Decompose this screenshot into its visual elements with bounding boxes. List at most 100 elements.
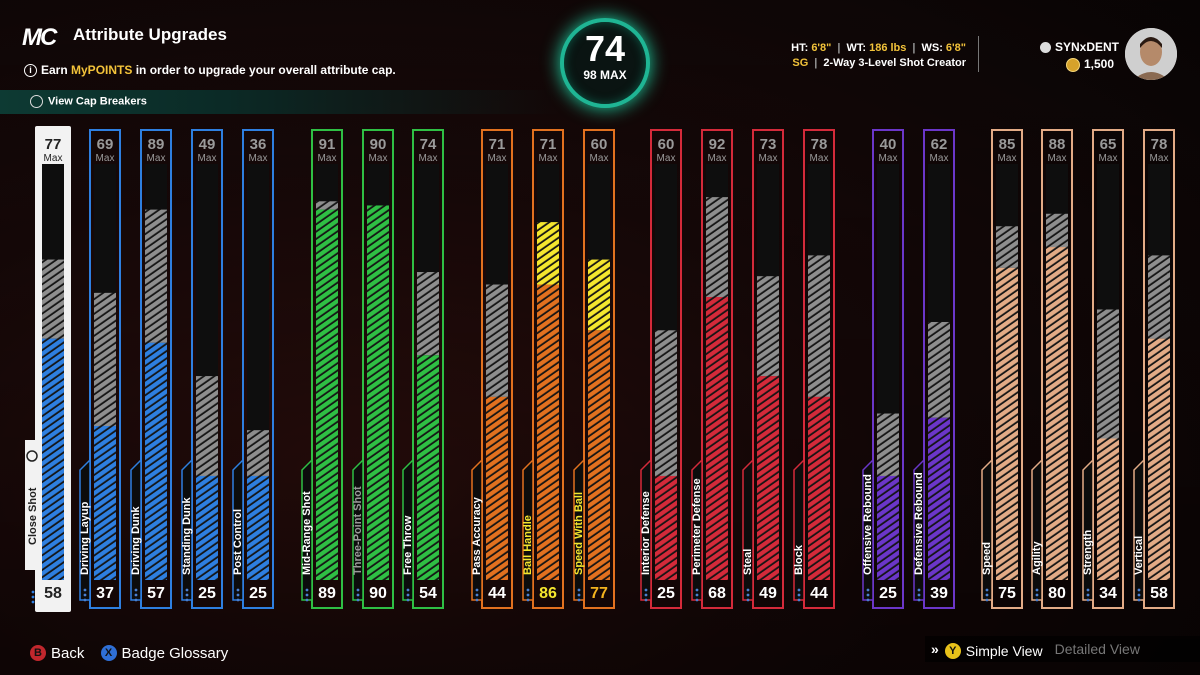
max-label: Max bbox=[657, 153, 676, 164]
label-tab bbox=[1133, 458, 1145, 601]
pip-dot bbox=[134, 588, 138, 592]
bar-current-fill bbox=[1097, 438, 1119, 580]
cap-value: 85 bbox=[999, 136, 1016, 153]
current-value: 44 bbox=[488, 585, 506, 602]
pip-dot bbox=[83, 598, 87, 602]
pip-dot bbox=[185, 588, 189, 592]
pip-dot bbox=[746, 598, 750, 602]
info-text: i Earn MyPOINTS in order to upgrade your … bbox=[24, 63, 396, 78]
pip-dot bbox=[797, 598, 801, 602]
cap-value: 78 bbox=[811, 136, 828, 153]
bar-cap-remaining bbox=[417, 272, 439, 356]
detailed-view-button[interactable]: Detailed View bbox=[1054, 641, 1140, 657]
attribute-name: Mid-Range Shot bbox=[301, 491, 313, 575]
cap-value: 88 bbox=[1049, 136, 1066, 153]
current-value: 89 bbox=[318, 585, 336, 602]
max-label: Max bbox=[1048, 153, 1067, 164]
pip-dot bbox=[985, 588, 989, 592]
simple-view-button[interactable]: Y Simple View bbox=[944, 638, 1043, 664]
vc-coin-icon bbox=[1066, 57, 1080, 72]
max-label: Max bbox=[1150, 153, 1169, 164]
bar-cap-remaining bbox=[247, 430, 269, 476]
info-suffix: in order to upgrade your overall attribu… bbox=[132, 63, 396, 77]
attribute-name: Driving Dunk bbox=[130, 506, 142, 575]
footer-actions: B Back X Badge Glossary bbox=[30, 643, 240, 662]
position-value: SG bbox=[792, 57, 809, 69]
pip-dot bbox=[356, 598, 360, 602]
info-icon: i bbox=[24, 64, 37, 78]
bar-cap-remaining bbox=[1097, 309, 1119, 439]
badge-glossary-button[interactable]: X Badge Glossary bbox=[100, 645, 228, 662]
label-tab bbox=[301, 458, 313, 601]
bar-frame bbox=[650, 129, 682, 609]
current-value: 80 bbox=[1048, 585, 1066, 602]
pip-dot bbox=[695, 593, 699, 597]
avatar-face-icon bbox=[1125, 28, 1177, 80]
pip-dot bbox=[185, 593, 189, 597]
current-value: 25 bbox=[657, 585, 675, 602]
pip-dot bbox=[83, 588, 87, 592]
attribute-name: Standing Dunk bbox=[181, 497, 193, 575]
bar-frame bbox=[140, 129, 172, 609]
attribute-name: Offensive Rebound bbox=[862, 474, 874, 575]
gamertag: SYNxDENT bbox=[1040, 40, 1119, 54]
pip-dot bbox=[917, 588, 921, 592]
attribute-name: Post Control bbox=[232, 509, 244, 575]
max-label: Max bbox=[147, 153, 166, 164]
bar-frame bbox=[923, 129, 955, 609]
pip-dot bbox=[475, 588, 479, 592]
label-tab bbox=[1082, 458, 1094, 601]
cap-value: 90 bbox=[370, 136, 387, 153]
bar-cap-remaining bbox=[486, 284, 508, 397]
bio-separator: | bbox=[814, 57, 818, 69]
pip-dot bbox=[356, 593, 360, 597]
cap-value: 49 bbox=[199, 136, 216, 153]
label-tab bbox=[742, 458, 754, 601]
view-cap-breakers-button[interactable]: View Cap Breakers bbox=[30, 95, 147, 108]
max-label: Max bbox=[44, 153, 63, 164]
bar-frame bbox=[362, 129, 394, 609]
pip-dot bbox=[356, 588, 360, 592]
attribute-name: Speed With Ball bbox=[573, 492, 585, 575]
pip-dot bbox=[526, 598, 530, 602]
pip-dot bbox=[526, 588, 530, 592]
bio-separator: | bbox=[912, 42, 916, 54]
bar-frame bbox=[242, 129, 274, 609]
attribute-name: Free Throw bbox=[402, 515, 414, 575]
current-value: 54 bbox=[419, 585, 437, 602]
bar-frame bbox=[1143, 129, 1175, 609]
header-divider bbox=[978, 36, 979, 72]
bar-cap-remaining bbox=[196, 376, 218, 476]
bar-cap-remaining bbox=[877, 413, 899, 476]
bar-frame bbox=[583, 129, 615, 609]
y-button-icon: Y bbox=[944, 643, 961, 659]
cap-value: 40 bbox=[880, 136, 897, 153]
max-label: Max bbox=[318, 153, 337, 164]
back-button[interactable]: B Back bbox=[30, 645, 84, 662]
current-value: 77 bbox=[590, 585, 608, 602]
max-label: Max bbox=[1099, 153, 1118, 164]
pip-dot bbox=[1035, 598, 1039, 602]
